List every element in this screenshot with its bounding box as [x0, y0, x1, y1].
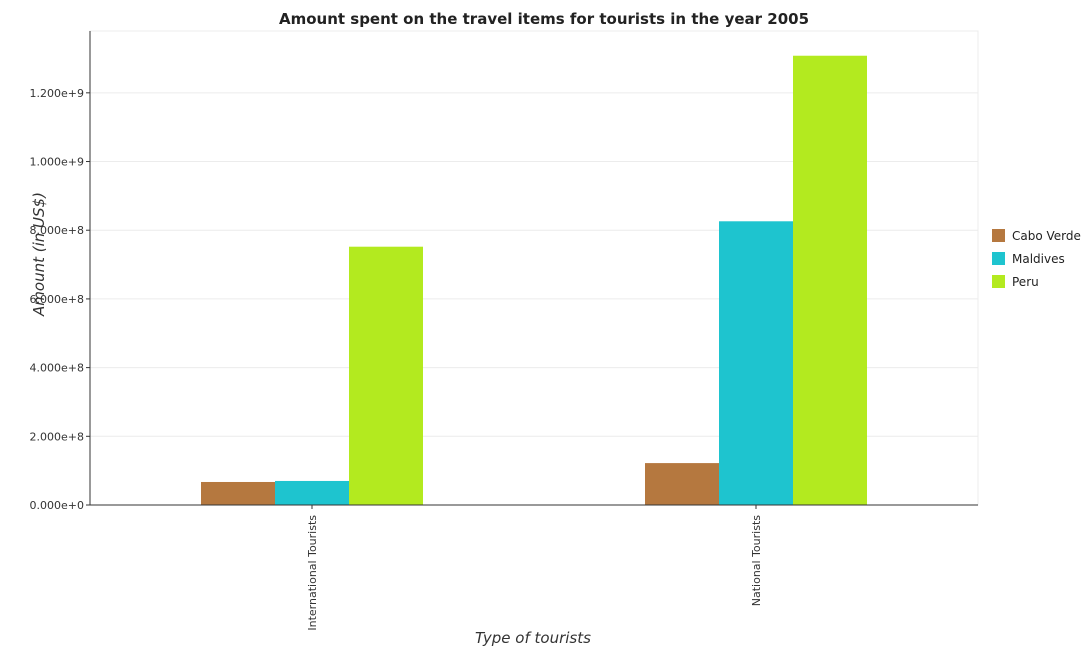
y-tick-label: 6.000e+8 — [30, 293, 84, 306]
y-tick-label: 2.000e+8 — [30, 430, 84, 443]
y-tick-label: 0.000e+0 — [30, 499, 84, 512]
legend-swatch — [992, 229, 1005, 242]
x-axis-title: Type of tourists — [475, 629, 591, 647]
bar-cabo-verde-1 — [201, 481, 275, 505]
bar-maldives-2 — [719, 221, 793, 505]
y-tick-label: 8.000e+8 — [30, 224, 84, 237]
y-tick-label: 1.000e+9 — [30, 156, 84, 169]
legend-label: Maldives — [1012, 252, 1065, 266]
legend-label: Cabo Verde — [1012, 229, 1081, 243]
legend-swatch — [992, 252, 1005, 265]
y-tick-label: 1.200e+9 — [30, 87, 84, 100]
x-tick-label: National Tourists — [750, 515, 763, 607]
y-axis-title: Amount (in US$) — [30, 192, 48, 317]
bar-peru-1 — [349, 246, 423, 505]
bar-maldives-1 — [275, 480, 349, 505]
legend: Cabo Verde Maldives Peru — [992, 229, 1081, 289]
y-tick-label: 4.000e+8 — [30, 362, 84, 375]
plot-area: 0.000e+0 2.000e+8 4.000e+8 6.000e+8 8.000e+8… — [30, 30, 979, 631]
chart-title: Amount spent on the travel items for tou… — [279, 10, 809, 28]
legend-swatch — [992, 275, 1005, 288]
bar-cabo-verde-2 — [645, 463, 719, 505]
legend-label: Peru — [1012, 275, 1039, 289]
x-tick-label: International Tourists — [306, 515, 319, 631]
bar-peru-2 — [793, 55, 867, 505]
